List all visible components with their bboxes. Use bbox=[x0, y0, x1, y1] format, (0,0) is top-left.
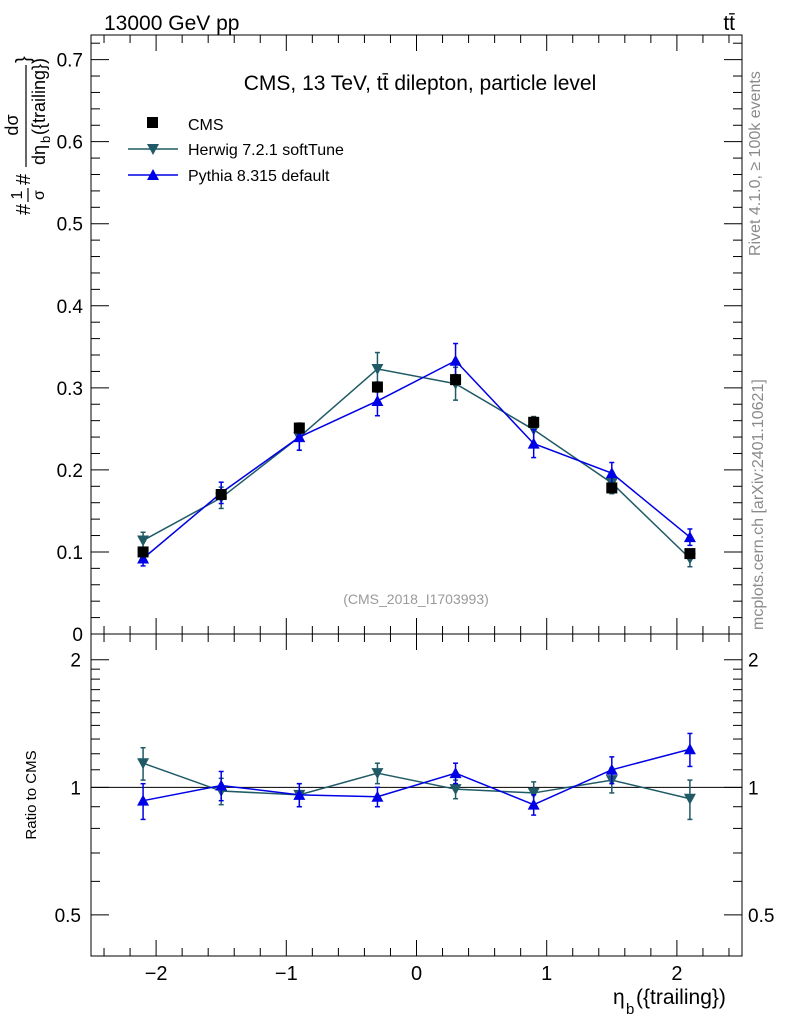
ylabel-frac1-num: 1 bbox=[9, 190, 26, 199]
x-tick-label: 0 bbox=[411, 963, 422, 985]
ratio-y-tick-label: 0.5 bbox=[55, 906, 81, 927]
ratio-pythia-8-315-default-point bbox=[527, 798, 540, 810]
ratio-y-tick-label: 2 bbox=[70, 651, 81, 672]
legend-label-pythia: Pythia 8.315 default bbox=[188, 168, 330, 185]
ratio-herwig-7-2-1-softtune-point bbox=[449, 784, 462, 796]
main-cms-point bbox=[606, 482, 618, 494]
ratio-pythia-8-315-default-line bbox=[142, 748, 691, 806]
main-cms-point bbox=[684, 548, 696, 560]
main-pythia-8-315-default-point bbox=[449, 354, 462, 366]
xlabel-sub: b bbox=[626, 1001, 634, 1018]
ylabel-frac2-den: dη bbox=[29, 145, 49, 165]
x-tick-label: −2 bbox=[145, 963, 168, 985]
main-y-tick-label: 0.1 bbox=[57, 543, 83, 564]
ylabel-hash-1: # bbox=[13, 203, 35, 215]
main-pythia-8-315-default-point bbox=[293, 431, 306, 443]
ylabel-close: } bbox=[13, 56, 35, 63]
ylabel-hash-2: # bbox=[13, 173, 35, 185]
ratio-herwig-7-2-1-softtune-point bbox=[371, 768, 384, 780]
ratio-y-tick-label-right: 0.5 bbox=[748, 906, 774, 927]
ratio-y-axis: 0.5 0.5 1 1 2 2 bbox=[55, 651, 774, 957]
mcplots-label: mcplots.cern.ch [arXiv:2401.10621] bbox=[750, 379, 767, 630]
main-herwig-7-2-1-softtune-point bbox=[137, 535, 150, 547]
main-cms-point bbox=[137, 546, 149, 558]
main-herwig-7-2-1-softtune-line bbox=[142, 368, 691, 560]
main-y-axis: 0.1 0.2 0.3 0.4 0.5 0.6 0.7 0 bbox=[57, 42, 742, 646]
legend-label-herwig: Herwig 7.2.1 softTune bbox=[188, 142, 344, 159]
ratio-pythia-8-315-default-point bbox=[293, 788, 306, 800]
main-cms-point bbox=[293, 422, 305, 434]
ratio-pythia-8-315-default-point bbox=[215, 779, 228, 791]
main-cms-point bbox=[450, 374, 462, 386]
legend-label-cms: CMS bbox=[188, 117, 224, 134]
ratio-pythia-8-315-default-point bbox=[371, 790, 384, 802]
main-pythia-8-315-default-point bbox=[605, 467, 618, 479]
plot-title: CMS, 13 TeV, tt̄ dilepton, particle leve… bbox=[244, 72, 597, 95]
main-pythia-8-315-default-point bbox=[371, 394, 384, 406]
ylabel-frac2-sub: b bbox=[38, 136, 53, 143]
ratio-y-tick-label-right: 1 bbox=[748, 778, 759, 799]
ratio-y-axis-label: Ratio to CMS bbox=[23, 750, 40, 839]
ratio-herwig-7-2-1-softtune-point bbox=[683, 793, 696, 805]
ratio-y-tick-label-right: 2 bbox=[748, 651, 759, 672]
rivet-label: Rivet 4.1.0, ≥ 100k events bbox=[747, 71, 764, 256]
legend-marker-herwig bbox=[147, 144, 159, 155]
main-pythia-8-315-default-point bbox=[137, 552, 150, 564]
main-cms-point bbox=[215, 489, 227, 501]
process-label: tt̄ bbox=[723, 12, 735, 35]
main-y-axis-label: # 1 σ # dσ dη b ({trailing}) } bbox=[2, 56, 53, 215]
analysis-watermark: (CMS_2018_I1703993) bbox=[343, 591, 489, 607]
main-y-tick-label-zero: 0 bbox=[72, 625, 83, 646]
main-plot-area bbox=[137, 342, 696, 568]
main-y-tick-label: 0.7 bbox=[57, 51, 83, 72]
ylabel-frac1-den: σ bbox=[31, 190, 48, 200]
ratio-herwig-7-2-1-softtune-line bbox=[142, 762, 691, 800]
x-tick-label: 1 bbox=[541, 963, 552, 985]
main-herwig-7-2-1-softtune-point bbox=[371, 363, 384, 375]
legend-marker-cms bbox=[147, 117, 158, 128]
x-tick-label: −1 bbox=[275, 963, 298, 985]
xlabel-tail: ({trailing}) bbox=[636, 986, 726, 1009]
main-x-ticks bbox=[103, 35, 730, 634]
ratio-plot-frame bbox=[90, 633, 743, 957]
main-y-tick-label: 0.2 bbox=[57, 461, 83, 482]
ratio-pythia-8-315-default-point bbox=[137, 794, 150, 806]
xlabel-main: η bbox=[613, 986, 625, 1009]
legend-marker-pythia bbox=[147, 169, 159, 180]
ratio-herwig-7-2-1-softtune-point bbox=[137, 758, 150, 770]
ratio-herwig-7-2-1-softtune-point bbox=[527, 787, 540, 799]
ratio-pythia-8-315-default-point bbox=[449, 767, 462, 779]
main-y-tick-label: 0.6 bbox=[57, 133, 83, 154]
legend: CMS Herwig 7.2.1 softTune Pythia 8.315 d… bbox=[128, 117, 344, 185]
main-y-tick-label: 0.4 bbox=[57, 297, 84, 318]
main-pythia-8-315-default-line bbox=[142, 359, 691, 560]
main-pythia-8-315-default-point bbox=[527, 437, 540, 449]
ylabel-frac2-tail: ({trailing}) bbox=[29, 58, 49, 135]
ylabel-frac2-num: dσ bbox=[2, 114, 22, 135]
x-axis-label: η b ({trailing}) bbox=[613, 986, 726, 1018]
main-pythia-8-315-default-point bbox=[683, 531, 696, 543]
main-cms-point bbox=[528, 416, 540, 428]
main-y-tick-label: 0.5 bbox=[57, 215, 83, 236]
ratio-pythia-8-315-default-point bbox=[683, 743, 696, 755]
ratio-x-axis: −2 −1 0 1 2 bbox=[103, 634, 730, 985]
ratio-pythia-8-315-default-point bbox=[605, 763, 618, 775]
ratio-y-tick-label: 1 bbox=[70, 778, 81, 799]
main-cms-point bbox=[371, 381, 383, 393]
main-y-tick-label: 0.3 bbox=[57, 379, 83, 400]
energy-label: 13000 GeV pp bbox=[104, 12, 239, 35]
ratio-plot-area bbox=[137, 732, 696, 821]
x-tick-label: 2 bbox=[671, 963, 682, 985]
